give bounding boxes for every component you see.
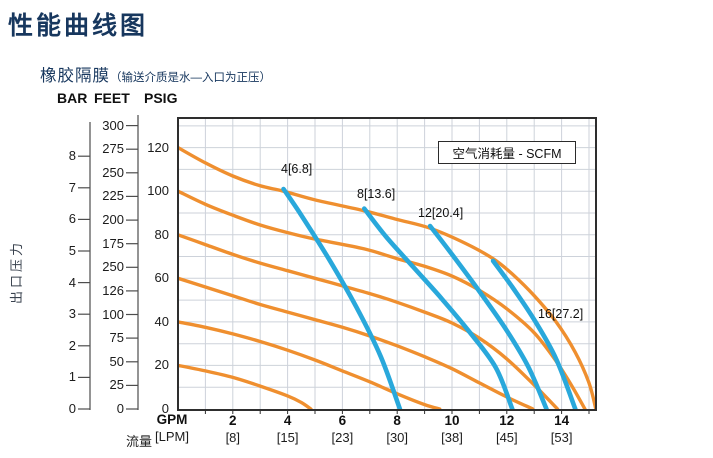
bar-tick-label: 5 [68,243,76,258]
bar-tick-label: 6 [68,211,76,226]
x-tick-label-gpm: 6 [338,413,347,428]
x-tick-label-gpm: 4 [283,413,292,428]
feet-tick-label: 300 [102,118,124,133]
feet-tick-label: 126 [102,283,124,298]
feet-tick-label: 75 [109,330,124,345]
psig-tick-label: 100 [147,183,169,198]
feet-tick-label: 175 [102,236,124,251]
feet-tick-label: 50 [109,354,124,369]
scfm-curve-label-scfm-4: 4[6.8] [281,162,313,176]
x-tick-label-gpm: 2 [229,413,237,428]
legend-label: 空气消耗量 - SCFM [452,147,562,161]
psig-tick-label: 20 [154,357,169,372]
x-tick-label-lpm: [53] [550,430,573,445]
psig-tick-label: 60 [154,270,169,285]
curve-scfm-16 [490,258,578,410]
legend-box: 空气消耗量 - SCFM [438,141,576,164]
x-unit-gpm: GPM [156,412,188,427]
psig-scale-header: PSIG [144,90,178,106]
x-unit-lpm: [LPM] [155,429,189,444]
x-tick-label-lpm: [23] [331,430,354,445]
feet-tick-label: 100 [102,307,124,322]
curve-scfm-12 [427,223,549,410]
bar-tick-label: 4 [68,275,76,290]
bar-tick-label: 7 [68,180,76,195]
bar-tick-label: 2 [68,338,76,353]
feet-tick-label: 250 [102,165,124,180]
curve-pressure-20psig [178,363,313,410]
curve-pressure-80psig [178,233,560,410]
feet-tick-label: 275 [102,141,124,156]
x-tick-label-lpm: [8] [225,430,241,445]
feet-tick-label: 225 [102,188,124,203]
x-tick-label-lpm: [38] [441,430,463,445]
scfm-curve-label-scfm-12: 12[20.4] [418,206,464,220]
curve-pressure-60psig [178,276,535,410]
x-tick-label-lpm: [30] [386,430,409,445]
x-tick-label-lpm: [45] [495,430,518,445]
scfm-curve-label-scfm-8: 8[13.6] [357,187,396,201]
x-tick-label-gpm: 12 [499,413,515,428]
feet-tick-label: 200 [102,212,124,227]
scfm-curve-label-scfm-16: 16[27.2] [538,307,584,321]
curve-scfm-8 [362,206,515,410]
bar-tick-label: 1 [68,369,76,384]
page-title: 性能曲线图 [8,12,149,40]
feet-tick-label: 0 [116,401,124,416]
chart-subtitle: 橡胶隔膜（输送介质是水—入口为正压） [40,62,271,86]
x-tick-label-gpm: 10 [444,413,460,428]
x-tick-label-gpm: 8 [393,413,401,428]
psig-tick-label: 0 [161,401,169,416]
subtitle-note: （输送介质是水—入口为正压） [110,72,271,84]
feet-tick-label: 250 [102,259,124,274]
x-tick-label-gpm: 14 [554,413,570,428]
bar-tick-label: 0 [68,401,76,416]
x-axis-title: 流量 [125,434,152,449]
x-tick-label-lpm: [15] [276,430,299,445]
curve-pressure-40psig [178,320,442,410]
curve-scfm-4 [281,186,403,410]
psig-tick-label: 40 [154,314,169,329]
feet-tick-label: 25 [109,377,124,392]
feet-scale-header: FEET [94,90,130,106]
psig-tick-label: 120 [147,140,169,155]
psig-tick-label: 80 [154,227,169,242]
bar-tick-label: 3 [68,306,76,321]
bar-scale-header: BAR [57,90,88,106]
diaphragm-type-label: 橡胶隔膜 [40,67,110,85]
bar-tick-label: 8 [68,148,76,163]
